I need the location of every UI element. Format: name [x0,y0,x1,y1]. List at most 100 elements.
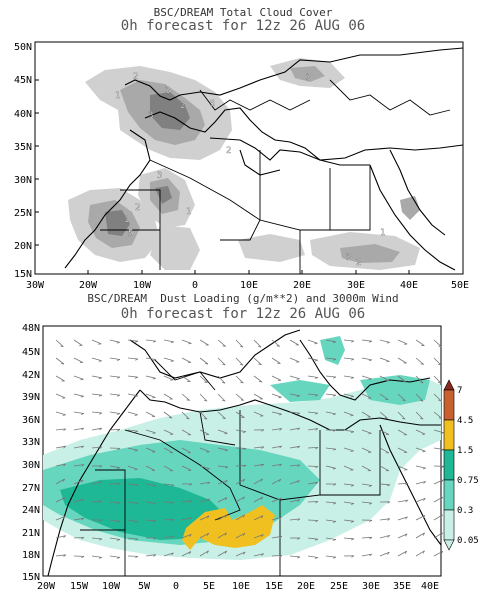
wind-arrow-head [351,358,355,361]
wind-arrow [55,535,66,539]
x-tick-label: 40E [400,280,418,291]
wind-arrow [361,536,373,539]
wind-arrow-head [98,377,102,380]
wind-arrow [415,497,426,503]
wind-arrow [361,411,371,418]
wind-arrow [217,497,228,503]
wind-arrow [109,465,120,469]
contour-label: 3 [306,73,311,83]
wind-arrow-head [116,359,121,361]
wind-arrow-head [224,532,227,536]
wind-arrow-head [315,520,319,523]
wind-arrow-head [206,550,209,554]
wind-arrow [343,339,354,342]
wind-arrow [325,501,337,504]
wind-arrow-head [261,534,264,538]
wind-arrow-head [62,478,65,482]
wind-arrow-head [314,377,319,379]
wind-arrow [307,555,318,558]
wind-arrow [91,555,102,558]
wind-arrow [307,357,318,361]
top-map: 2 1 3 2 3 5 3 2 3 1 2 1 5 3 2 1 30W 20W … [14,41,469,291]
wind-arrow [253,375,263,383]
wind-arrow [379,429,390,435]
wind-arrow-head [423,498,426,501]
wind-arrow-head [384,417,388,419]
wind-arrow-head [222,363,226,366]
wind-arrow-head [438,363,442,366]
wind-arrow-head [297,518,301,521]
x-tick-label: 5E [203,581,215,592]
wind-arrow [55,554,66,557]
wind-arrow-head [117,394,121,397]
wind-arrow [145,393,156,398]
wind-arrow [415,550,425,557]
wind-arrow-head [438,399,442,402]
wind-arrow-head [134,449,138,452]
wind-arrow-head [222,399,226,402]
legend-swatch [443,379,455,391]
wind-arrow [109,483,121,485]
x-tick-label: 25E [330,581,348,592]
wind-arrow-head [63,428,67,431]
wind-arrow-head [99,412,103,415]
wind-arrow-head [296,412,301,415]
y-tick-label: 21N [22,528,40,539]
wind-arrow [163,393,173,400]
wind-arrow [73,498,84,503]
wind-arrow-head [261,446,265,449]
wind-arrow-head [224,550,228,554]
wind-arrow [217,339,226,347]
wind-arrow [163,357,174,362]
wind-arrow-head [260,478,263,482]
wind-arrow [343,537,355,540]
wind-arrow-head [225,480,228,483]
wind-arrow [325,339,336,343]
wind-arrow-head [297,464,301,467]
cloud-contour-labels: 2 1 3 2 3 5 3 2 3 1 2 1 5 3 2 1 [115,72,386,268]
wind-arrow-head [350,484,355,487]
wind-arrow [379,357,390,362]
wind-arrow [235,357,244,366]
wind-arrow [271,375,282,381]
wind-arrow [235,411,245,418]
wind-arrow-head [116,467,121,470]
wind-arrow [433,339,442,347]
x-tick-label: 30E [347,280,365,291]
wind-arrow [217,375,226,384]
wind-arrow [145,483,156,486]
wind-arrow-head [204,381,208,384]
y-tick-label: 36N [22,415,40,426]
wind-arrow-head [116,341,120,344]
wind-arrow-head [224,497,228,501]
wind-arrow [433,411,443,419]
wind-arrow-head [350,450,354,452]
wind-arrow-head [60,345,64,348]
wind-arrow [199,532,209,539]
wind-arrow [253,446,264,449]
dust-legend: 7 4.5 1.5 0.75 0.3 0.05 [443,379,479,551]
wind-arrow [307,375,318,378]
wind-arrow [271,535,282,539]
contour-label: 2 [356,258,361,268]
wind-arrow [127,537,138,540]
y-tick-label: 15N [22,572,40,583]
wind-arrow [109,411,120,414]
wind-arrow-head [81,537,85,540]
wind-arrow [145,339,156,342]
wind-arrow-head [207,481,211,485]
wind-arrow [307,339,318,344]
wind-arrow [145,411,156,417]
wind-arrow [181,429,191,436]
wind-arrow [55,445,66,449]
wind-arrow [433,375,442,384]
wind-arrow [253,393,263,400]
wind-arrow-head [333,429,337,432]
wind-arrow [325,537,336,540]
wind-arrow [379,447,389,454]
wind-arrow-head [258,363,262,366]
wind-arrow [127,447,138,451]
wind-arrow-head [332,539,337,541]
wind-arrow [55,516,66,521]
wind-arrow-head [206,468,210,470]
